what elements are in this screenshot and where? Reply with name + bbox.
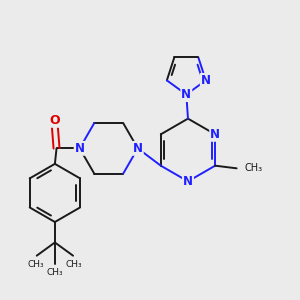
- Text: N: N: [181, 88, 191, 101]
- Text: N: N: [210, 128, 220, 141]
- Text: N: N: [133, 142, 143, 155]
- Text: CH₃: CH₃: [245, 163, 263, 173]
- Text: N: N: [183, 175, 193, 188]
- Text: N: N: [201, 74, 211, 87]
- Text: CH₃: CH₃: [27, 260, 44, 269]
- Text: N: N: [75, 142, 85, 155]
- Text: O: O: [49, 114, 59, 127]
- Text: CH₃: CH₃: [46, 268, 63, 277]
- Text: CH₃: CH₃: [66, 260, 83, 269]
